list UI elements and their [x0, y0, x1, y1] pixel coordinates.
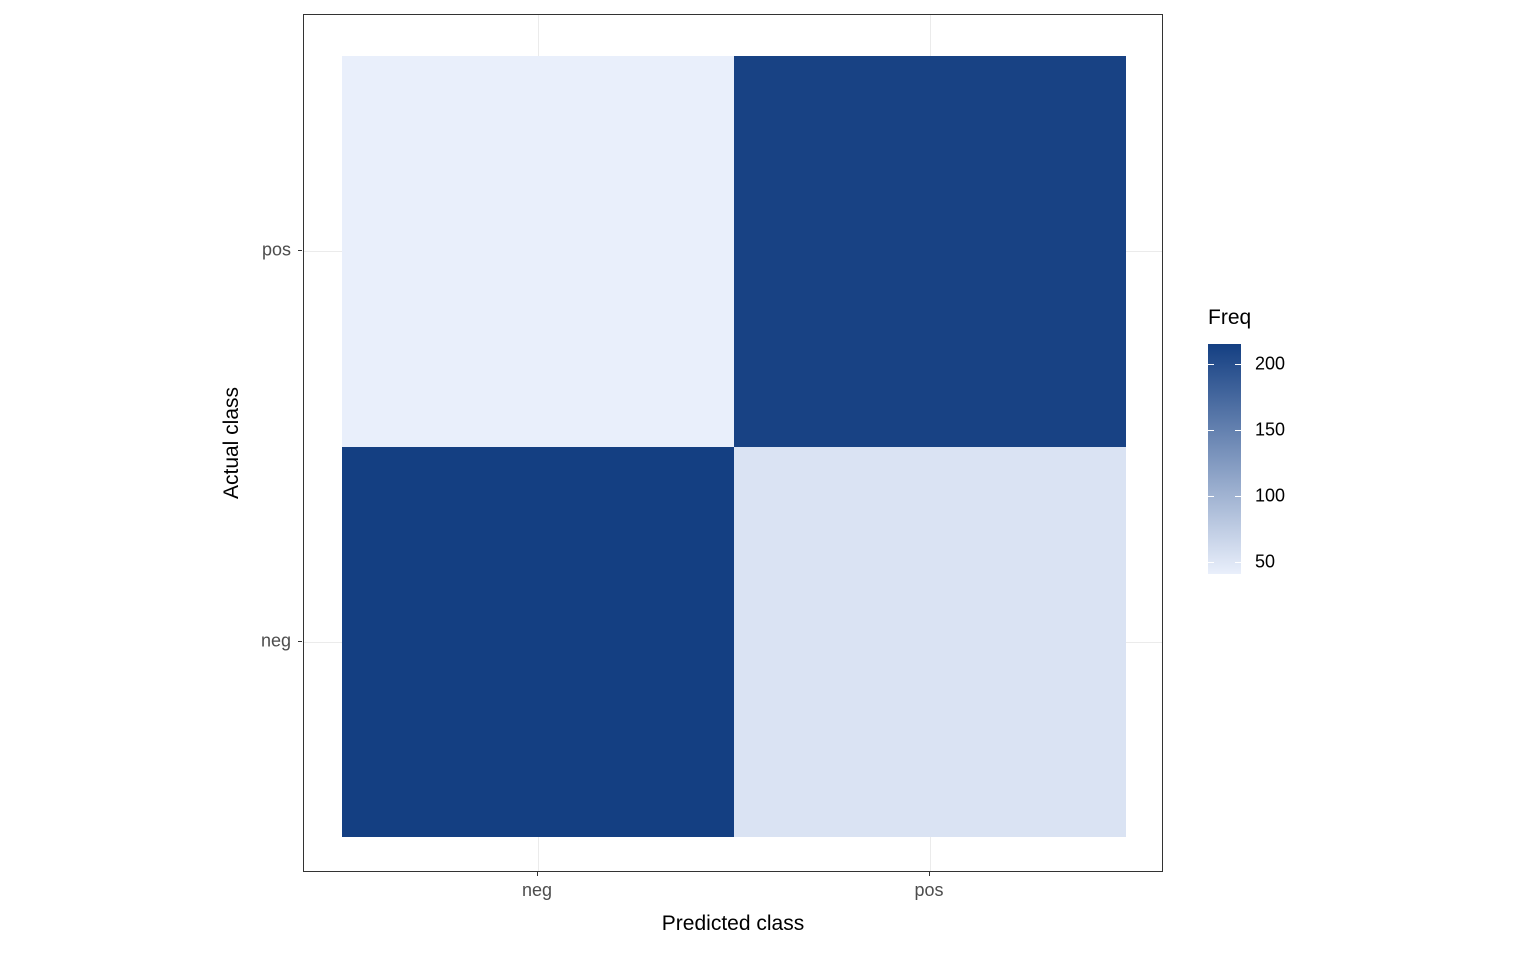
plot-panel	[303, 14, 1163, 872]
legend-tick-mark	[1235, 496, 1241, 497]
y-tick-label-pos: pos	[261, 239, 291, 260]
y-tick-mark-pos	[298, 250, 302, 251]
legend-tick-mark	[1208, 562, 1214, 563]
legend-tick-mark	[1208, 430, 1214, 431]
heatmap-tile-neg-pos	[342, 56, 734, 447]
legend-label-150: 150	[1255, 419, 1286, 440]
x-axis-title: Predicted class	[661, 912, 805, 935]
legend-title: Freq	[1208, 306, 1252, 329]
legend: Freq 200 150 100 50	[1208, 306, 1285, 574]
x-tick-mark-neg	[537, 872, 538, 876]
y-tick-label-neg: neg	[260, 630, 291, 651]
legend-label-200: 200	[1255, 353, 1286, 374]
legend-tick-mark	[1235, 562, 1241, 563]
legend-tick-mark	[1235, 364, 1241, 365]
legend-tick-mark	[1208, 496, 1214, 497]
legend-tick-mark	[1208, 364, 1214, 365]
y-tick-mark-neg	[298, 641, 302, 642]
x-tick-label-neg: neg	[521, 880, 553, 900]
heatmap-tile-pos-pos	[734, 56, 1126, 447]
heatmap-tile-neg-neg	[342, 446, 734, 837]
legend-label-50: 50	[1255, 551, 1276, 572]
x-tick-mark-pos	[929, 872, 930, 876]
y-axis-title: Actual class	[220, 386, 243, 500]
legend-tick-mark	[1235, 430, 1241, 431]
x-tick-label-pos: pos	[914, 880, 944, 900]
heatmap-tile-pos-neg	[734, 446, 1126, 837]
legend-label-100: 100	[1255, 485, 1286, 506]
legend-colorbar: 200 150 100 50	[1208, 344, 1285, 574]
